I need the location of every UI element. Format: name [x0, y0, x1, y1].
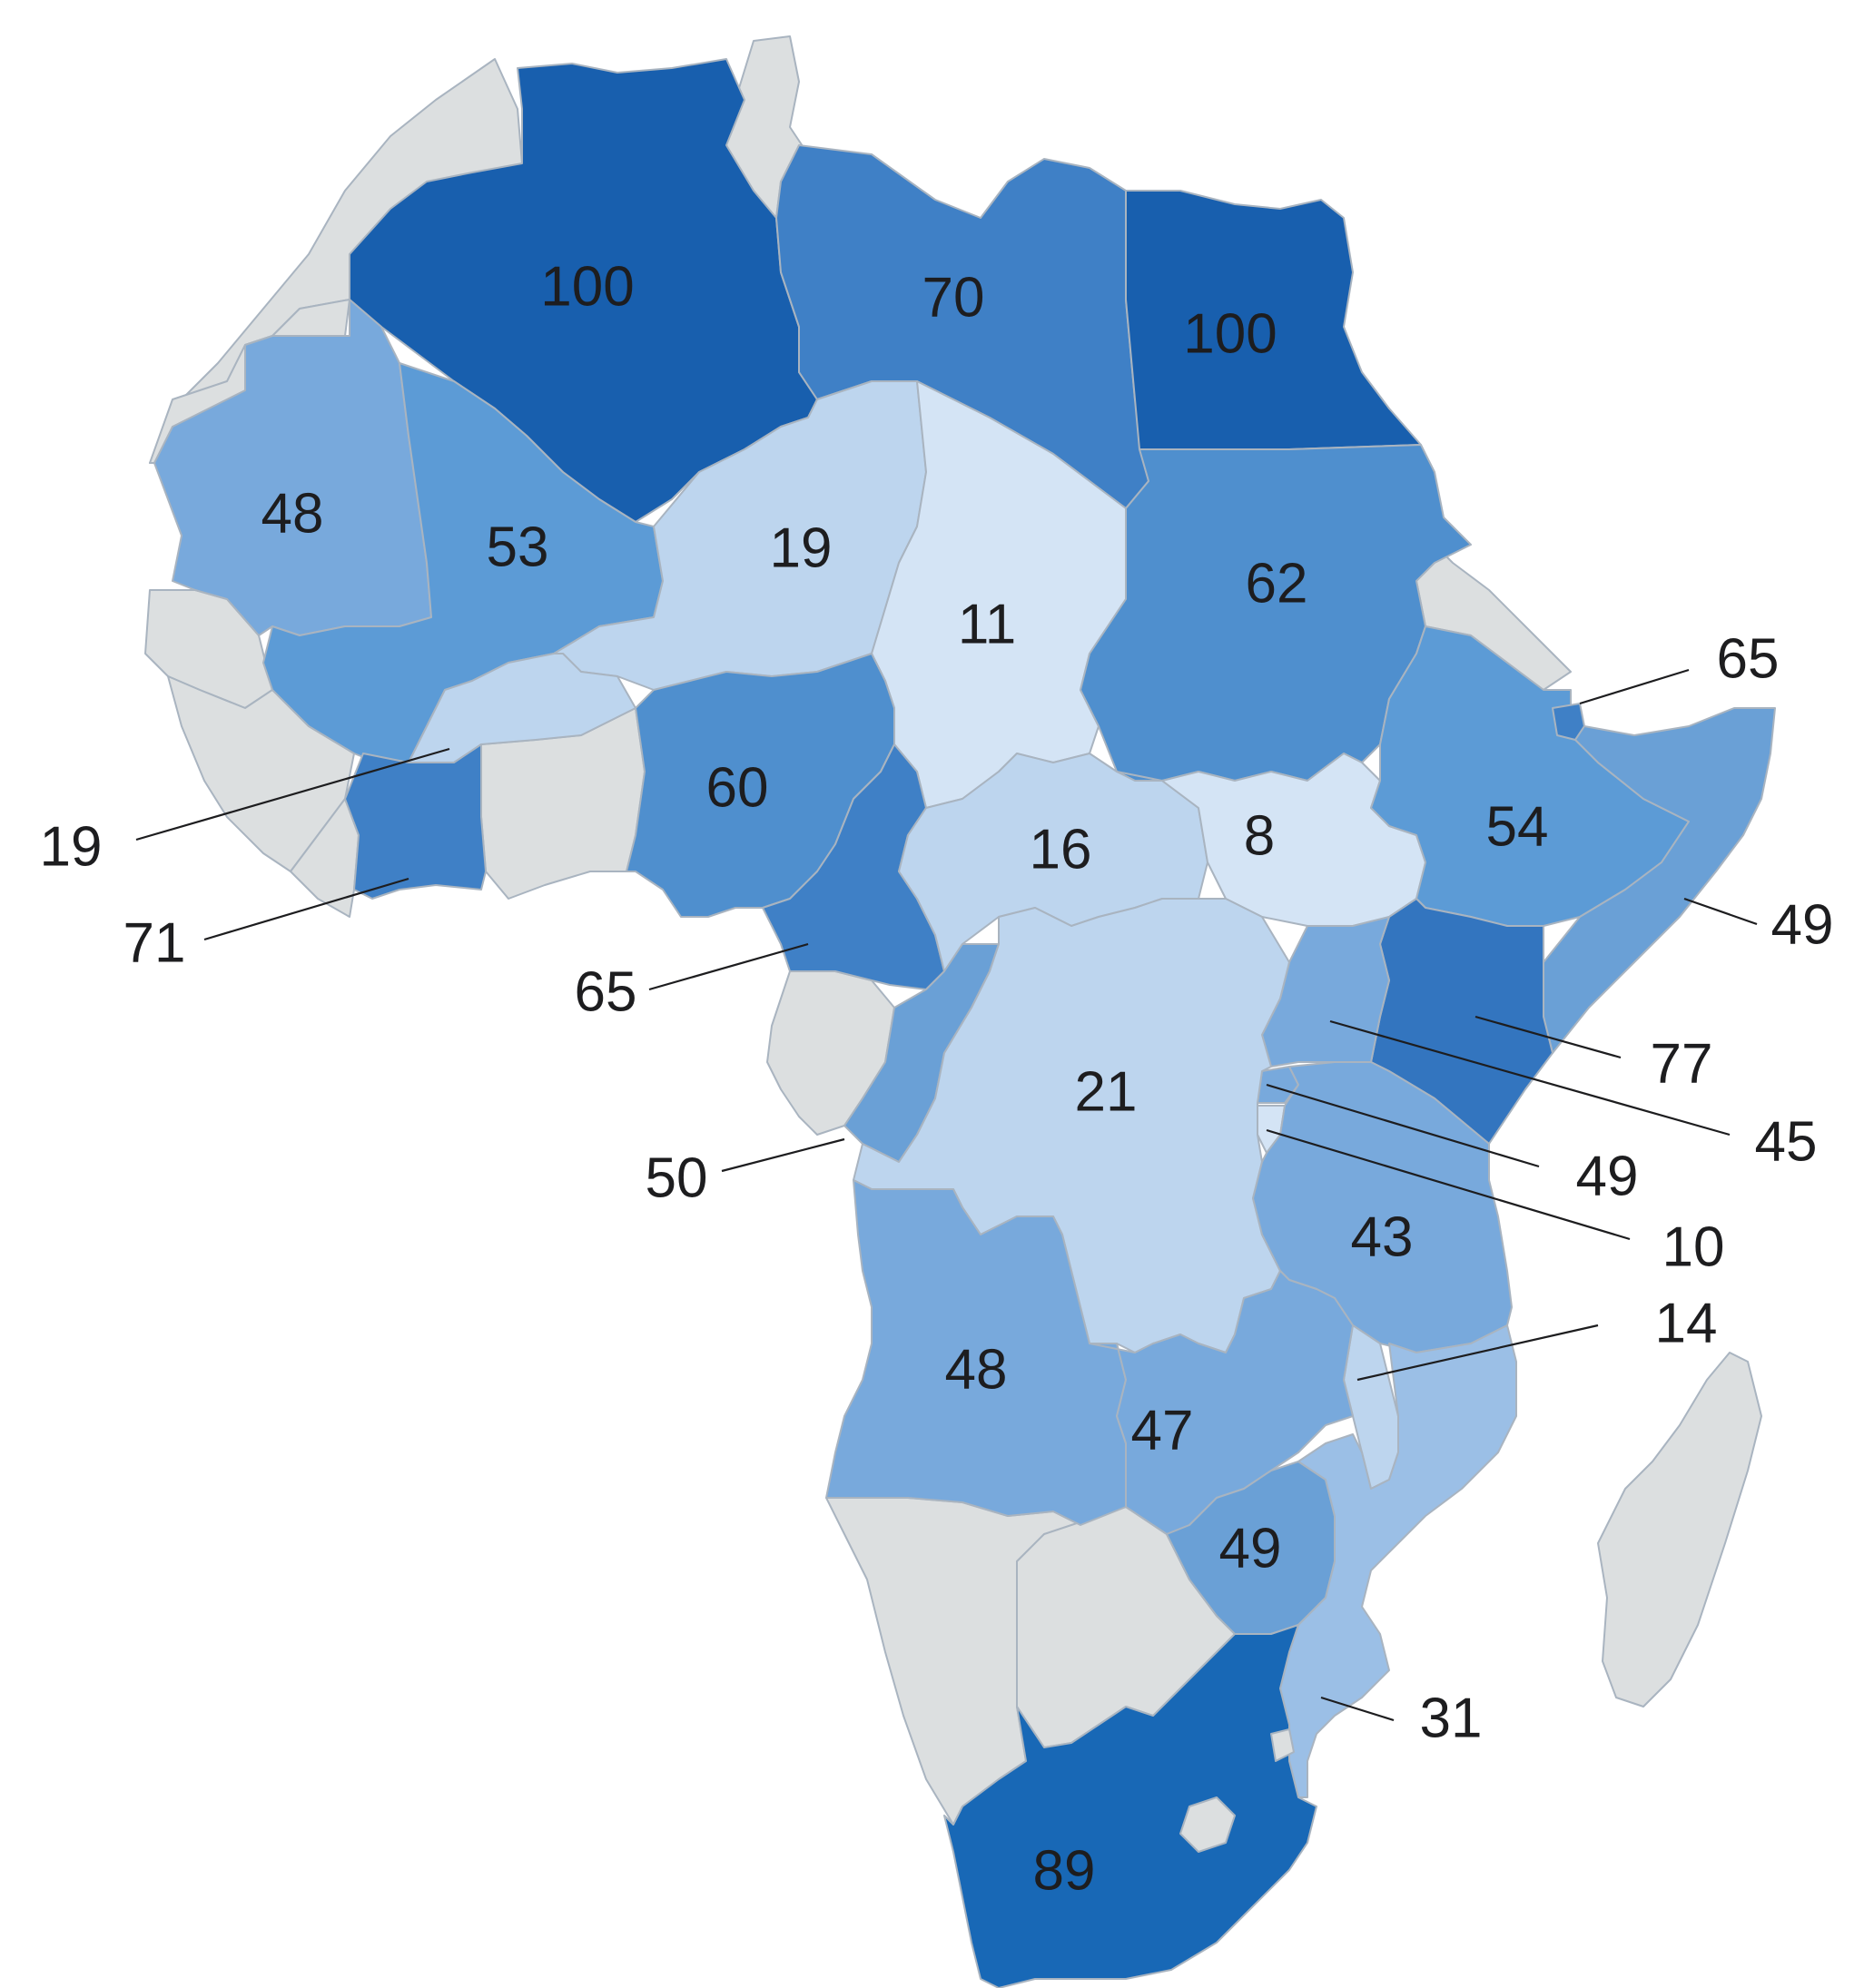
leader-line-rwanda [1266, 1083, 1540, 1168]
leader-line-mozambique [1320, 1696, 1395, 1722]
leader-line-djibouti [1579, 668, 1690, 705]
leader-line-somalia [1683, 897, 1758, 926]
leader-line-uganda [1329, 1019, 1731, 1137]
value-label-nigeria: 60 [706, 756, 769, 819]
value-label-mali: 53 [487, 516, 549, 578]
value-label-car: 16 [1030, 818, 1092, 881]
country-ivory-coast [344, 743, 487, 900]
value-label-algeria: 100 [540, 255, 634, 318]
value-label-libya: 70 [922, 266, 985, 329]
country-south-africa [943, 1624, 1317, 1988]
value-label-sudan: 62 [1246, 552, 1308, 615]
value-label-mozambique: 31 [1420, 1687, 1483, 1749]
country-egypt [1125, 190, 1422, 450]
country-algeria [349, 58, 818, 523]
value-label-kenya: 77 [1651, 1032, 1713, 1095]
value-label-somalia: 49 [1771, 893, 1834, 956]
value-label-chad: 11 [958, 593, 1016, 655]
value-label-south-sudan: 8 [1244, 804, 1275, 867]
country-eswatini [1270, 1728, 1295, 1762]
country-mozambique [1279, 1324, 1517, 1798]
leader-line-congo [721, 1137, 845, 1173]
value-label-burundi: 10 [1662, 1215, 1725, 1278]
value-label-drc: 21 [1075, 1060, 1138, 1123]
country-ethiopia [1370, 625, 1690, 927]
country-somalia [1543, 707, 1776, 1054]
leader-line-malawi [1356, 1324, 1599, 1382]
value-label-tanzania: 43 [1351, 1206, 1414, 1268]
country-mauritania [153, 299, 432, 636]
value-label-burkina-faso: 19 [40, 815, 103, 878]
value-label-ethiopia: 54 [1486, 795, 1549, 858]
value-label-niger: 19 [770, 517, 833, 579]
value-label-rwanda: 49 [1576, 1145, 1639, 1207]
value-label-djibouti: 65 [1717, 627, 1780, 690]
leader-line-cameroon [648, 942, 809, 991]
leader-line-burkina-faso [135, 747, 450, 841]
value-label-congo: 50 [646, 1147, 708, 1209]
leader-line-kenya [1475, 1015, 1622, 1059]
value-label-mauritania: 48 [261, 482, 324, 545]
value-label-malawi: 14 [1655, 1292, 1718, 1354]
value-label-zimbabwe: 49 [1219, 1517, 1282, 1580]
leader-line-ivory-coast [203, 877, 409, 941]
country-madagascar [1597, 1352, 1762, 1708]
value-label-uganda: 45 [1755, 1110, 1818, 1173]
country-zambia [1089, 1270, 1354, 1535]
value-label-zambia: 47 [1131, 1399, 1194, 1461]
leader-line-burundi [1266, 1128, 1631, 1241]
value-label-ivory-coast: 71 [123, 911, 186, 974]
value-label-angola: 48 [945, 1338, 1008, 1401]
value-label-south-africa: 89 [1033, 1839, 1096, 1902]
value-label-egypt: 100 [1183, 302, 1277, 365]
country-lesotho [1179, 1796, 1236, 1853]
value-label-cameroon: 65 [575, 960, 637, 1023]
